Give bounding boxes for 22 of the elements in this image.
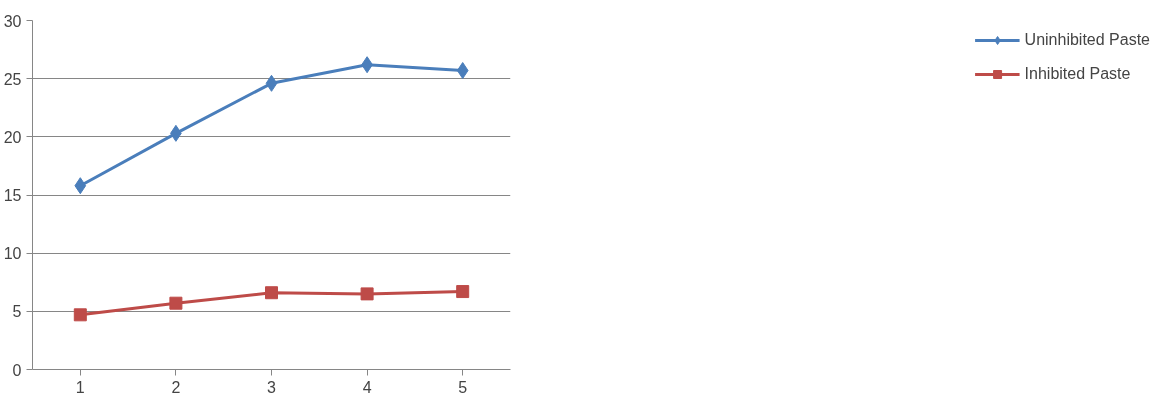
y-tick-label: 10 (3, 245, 22, 263)
y-tick-label: 0 (12, 361, 22, 379)
point (456, 285, 470, 299)
x-tick-label: 5 (458, 378, 468, 396)
x-tick-label: 1 (75, 378, 85, 396)
x-tick-label: 3 (267, 378, 277, 396)
point (456, 62, 469, 80)
x-tick-label: 4 (362, 378, 372, 396)
y-tick-label: 20 (3, 128, 22, 146)
point (265, 286, 278, 300)
x-tick-label: 2 (171, 378, 181, 396)
y-tick-label: 30 (3, 12, 22, 30)
y-tick-label: 5 (12, 303, 22, 321)
point (265, 74, 278, 92)
legend-label: Inhibited Paste (1024, 65, 1131, 83)
point (73, 308, 87, 322)
legend-label: Uninhibited Paste (1024, 31, 1150, 49)
point (169, 296, 183, 310)
point (74, 177, 87, 195)
point (360, 287, 374, 301)
y-tick-label: 25 (3, 70, 22, 88)
y-tick-label: 15 (3, 187, 22, 204)
